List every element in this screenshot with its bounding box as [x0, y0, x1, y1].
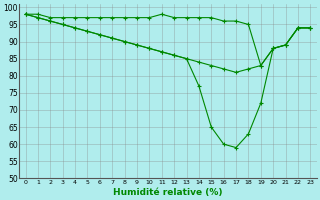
X-axis label: Humidité relative (%): Humidité relative (%)	[113, 188, 223, 197]
